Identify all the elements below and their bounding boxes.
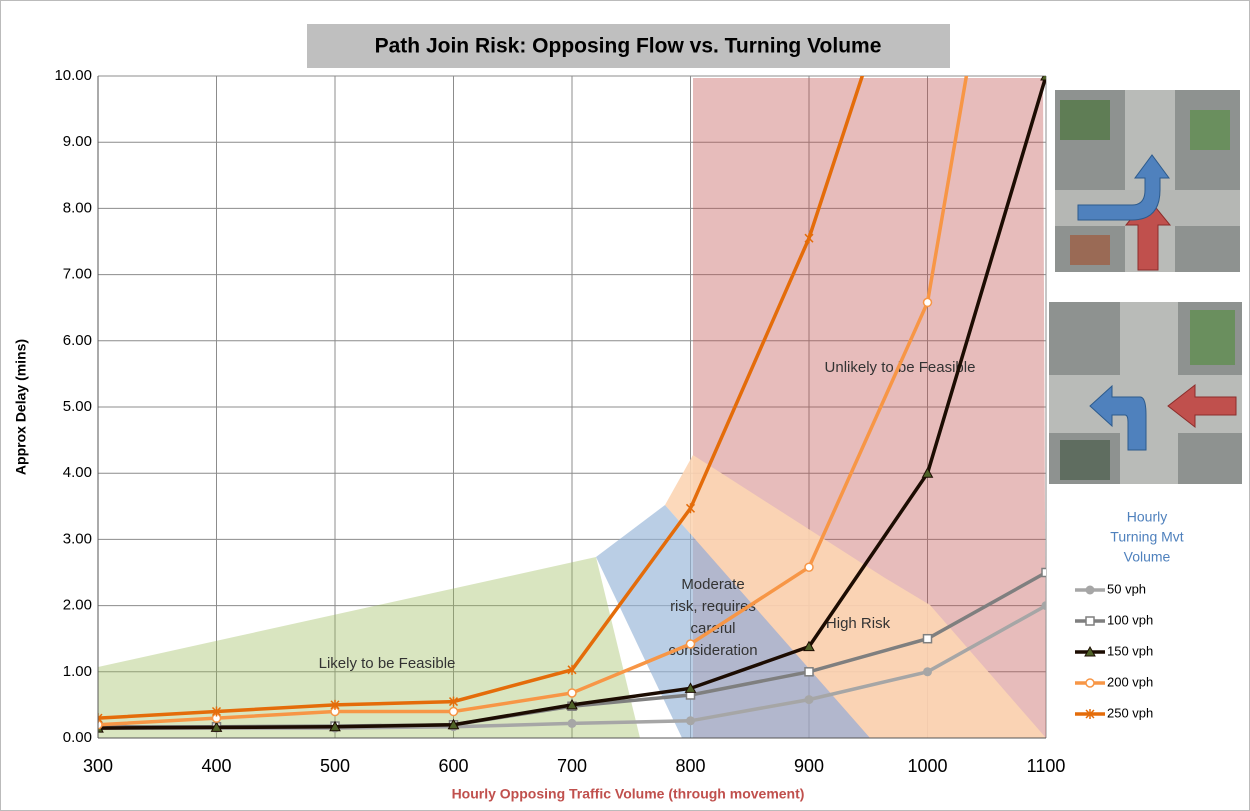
legend-title: Turning Mvt <box>1110 529 1184 545</box>
marker <box>98 720 103 730</box>
marker <box>448 696 459 707</box>
marker <box>210 721 223 732</box>
marker <box>921 467 934 478</box>
x-tick-label: 900 <box>794 756 824 776</box>
series-group <box>98 76 1046 733</box>
marker <box>1084 645 1096 657</box>
legend-title: Hourly <box>1127 509 1167 525</box>
marker <box>1041 601 1046 611</box>
marker <box>1041 567 1046 578</box>
y-tick-label: 7.00 <box>63 266 92 283</box>
marker <box>447 718 460 730</box>
legend-label: 50 vph <box>1107 581 1146 596</box>
marker <box>567 718 577 728</box>
x-tick-label: 400 <box>201 756 231 776</box>
photo-top <box>1055 90 1240 272</box>
roof <box>1060 440 1110 480</box>
legend-title: Volume <box>1124 549 1171 565</box>
y-axis-title: Approx Delay (mins) <box>13 339 29 475</box>
ticks: 0.00 1.00 2.00 3.00 4.00 5.00 6.00 7.00 8.00 9.00… <box>54 67 1065 776</box>
y-tick-label: 4.00 <box>63 464 92 481</box>
x-tick-label: 300 <box>83 756 113 776</box>
marker <box>98 713 103 724</box>
arrow <box>1089 384 1147 451</box>
yard <box>1190 310 1235 365</box>
y-tick-label: 1.00 <box>63 663 92 680</box>
marker <box>1040 76 1046 81</box>
chart-title: Path Join Risk: Opposing Flow vs. Turnin… <box>375 35 882 58</box>
x-tick-label: 800 <box>675 756 705 776</box>
marker <box>923 667 932 677</box>
marker <box>1085 585 1095 595</box>
x-tick-label: 1000 <box>907 756 947 776</box>
arrow <box>1077 154 1170 221</box>
legend-label: 250 vph <box>1107 705 1153 720</box>
legend-label: 150 vph <box>1107 643 1153 658</box>
y-tick-label: 8.00 <box>63 199 92 216</box>
marker <box>804 695 814 705</box>
marker <box>922 633 933 644</box>
photo-bottom <box>1049 302 1242 484</box>
legend: 50 vph 100 vph 150 vph 200 vph 250 vph <box>1075 581 1153 720</box>
marker <box>1085 678 1095 688</box>
marker <box>211 706 222 717</box>
annotation: High Risk <box>826 615 891 632</box>
annotation: consideration <box>668 642 757 659</box>
marker <box>922 297 933 308</box>
roof <box>1070 235 1110 265</box>
marker <box>567 688 577 698</box>
y-tick-label: 10.00 <box>54 67 92 84</box>
marker <box>448 706 459 717</box>
zone-moderate <box>596 505 870 738</box>
annotation: Likely to be Feasible <box>319 655 456 672</box>
yard <box>1190 110 1230 150</box>
marker <box>330 699 340 710</box>
x-axis-title: Hourly Opposing Traffic Volume (through … <box>452 786 805 802</box>
marker <box>685 639 696 649</box>
zone-likely <box>98 557 640 738</box>
legend-label: 200 vph <box>1107 674 1153 689</box>
road <box>1120 302 1178 484</box>
title-box <box>307 24 950 68</box>
marker <box>1085 709 1095 719</box>
x-tick-label: 500 <box>320 756 350 776</box>
x-tick-label: 600 <box>438 756 468 776</box>
marker <box>804 233 814 244</box>
yard <box>1060 100 1110 140</box>
arrow <box>1167 383 1237 429</box>
annotation: risk, requires <box>670 598 756 615</box>
marker <box>566 698 578 710</box>
y-tick-label: 6.00 <box>63 332 92 349</box>
marker <box>803 640 815 652</box>
marker <box>329 720 341 732</box>
legend-label: 100 vph <box>1107 612 1153 627</box>
x-tick-label: 700 <box>557 756 587 776</box>
zone-high <box>665 455 1046 738</box>
y-tick-label: 5.00 <box>63 398 92 415</box>
y-tick-label: 9.00 <box>63 133 92 150</box>
y-tick-label: 2.00 <box>63 597 92 614</box>
x-tick-label: 1100 <box>1027 756 1066 776</box>
marker <box>1085 616 1095 626</box>
marker <box>804 667 814 677</box>
marker <box>567 664 577 675</box>
annotation: Moderate <box>681 576 744 593</box>
marker <box>804 562 814 572</box>
marker <box>685 503 696 514</box>
zones <box>98 78 1046 738</box>
series-line <box>98 76 865 720</box>
y-tick-label: 3.00 <box>63 530 92 547</box>
marker <box>686 716 695 726</box>
y-tick-label: 0.00 <box>63 729 92 746</box>
marker <box>684 682 697 693</box>
